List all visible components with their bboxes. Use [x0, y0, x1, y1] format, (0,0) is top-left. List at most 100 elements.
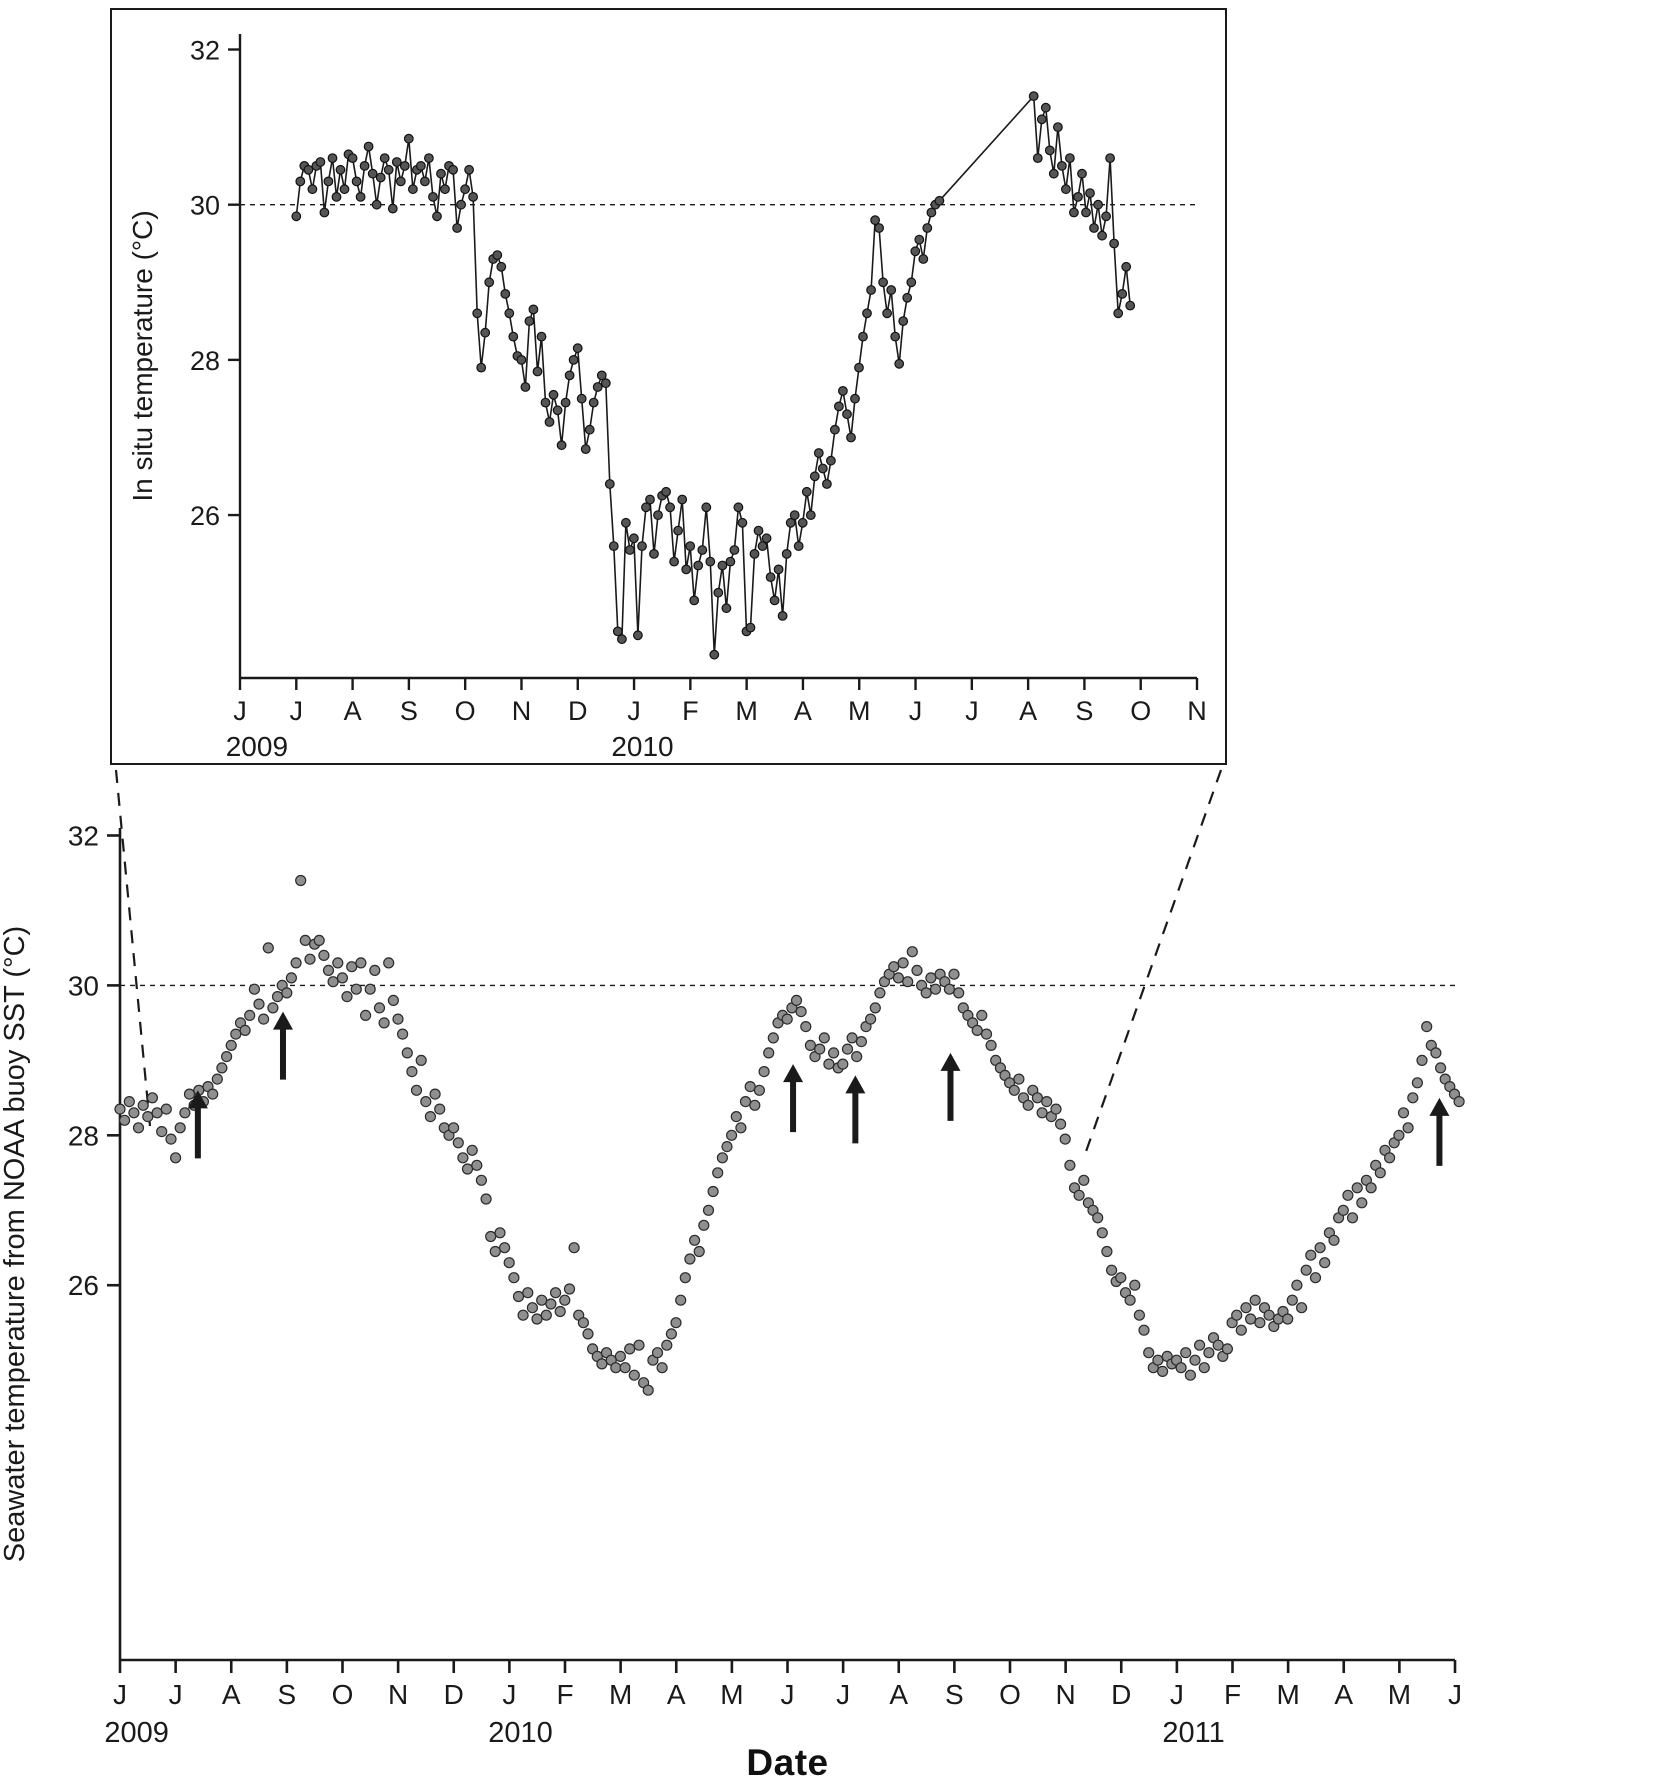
data-point: [1309, 1272, 1322, 1284]
data-point: [684, 1253, 696, 1265]
data-point: [785, 517, 796, 528]
data-point: [1351, 1182, 1363, 1194]
data-point: [866, 285, 876, 295]
data-point: [716, 1152, 729, 1164]
data-point: [281, 987, 293, 999]
data-point: [156, 1126, 168, 1138]
data-point: [790, 994, 803, 1006]
data-point: [1189, 1354, 1201, 1366]
x-tick-label: N: [1056, 1679, 1076, 1710]
data-point: [1365, 1182, 1377, 1194]
data-point: [1065, 153, 1075, 164]
data-point: [375, 172, 386, 183]
data-point: [809, 471, 820, 482]
data-point: [1096, 1227, 1108, 1239]
data-point: [410, 1084, 423, 1096]
data-point: [1053, 122, 1063, 132]
data-point: [295, 874, 307, 887]
data-point: [980, 1028, 993, 1040]
data-point: [327, 976, 339, 988]
data-point: [392, 1013, 404, 1025]
data-point: [600, 378, 611, 389]
data-point: [749, 1099, 761, 1111]
data-point: [1044, 145, 1055, 156]
data-point: [318, 949, 330, 961]
data-point: [383, 164, 394, 175]
data-point: [1421, 1021, 1433, 1033]
data-point: [1097, 230, 1107, 241]
data-point: [540, 397, 551, 408]
data-point: [403, 133, 414, 144]
data-point: [656, 1362, 668, 1374]
data-point: [347, 153, 358, 164]
data-point: [769, 595, 780, 606]
data-point: [1295, 1302, 1308, 1314]
data-point: [749, 549, 760, 559]
data-point: [1109, 238, 1119, 249]
data-point: [350, 983, 362, 995]
data-point: [1212, 1339, 1224, 1351]
data-point: [870, 215, 880, 226]
data-point: [846, 1032, 858, 1044]
data-point: [1407, 1092, 1419, 1104]
data-point: [725, 556, 736, 567]
data-point: [801, 486, 812, 497]
data-point: [1031, 1092, 1044, 1104]
data-point: [1125, 300, 1136, 311]
data-point: [397, 1028, 409, 1040]
x-tick-label: J: [627, 696, 641, 726]
x-tick-label: F: [682, 696, 699, 726]
gap-connector-line: [938, 95, 1035, 202]
x-tick-label: F: [1224, 1679, 1241, 1710]
data-point: [1008, 1084, 1020, 1096]
data-point: [440, 184, 450, 195]
data-point: [765, 572, 776, 582]
data-point: [1314, 1242, 1326, 1254]
data-point: [1393, 1129, 1405, 1141]
data-point: [424, 153, 434, 164]
data-point: [355, 191, 366, 202]
data-point: [894, 358, 905, 369]
data-point: [677, 494, 688, 505]
data-point: [874, 987, 886, 999]
data-point: [304, 953, 316, 965]
x-tick-label: J: [909, 696, 923, 726]
y-tick-label: 28: [190, 346, 220, 376]
data-point: [862, 308, 872, 319]
x-tick-label: O: [455, 696, 476, 726]
data-point: [1089, 223, 1099, 233]
data-point: [661, 486, 671, 497]
data-point: [563, 1283, 576, 1295]
data-point: [554, 1305, 566, 1318]
data-point: [1263, 1309, 1275, 1321]
data-point: [1453, 1096, 1465, 1108]
data-point: [641, 502, 651, 513]
data-point: [512, 1290, 525, 1303]
x-tick-label: S: [945, 1679, 964, 1710]
data-point: [484, 277, 495, 288]
data-point: [795, 1006, 807, 1018]
data-point: [528, 304, 539, 315]
data-point: [971, 1024, 983, 1036]
data-point: [336, 972, 348, 984]
data-point: [841, 1043, 854, 1055]
data-point: [315, 157, 326, 167]
data-point: [753, 525, 764, 536]
data-point: [146, 1092, 158, 1104]
data-point: [536, 331, 547, 342]
data-point: [1286, 1294, 1298, 1306]
data-point: [925, 972, 937, 984]
data-point: [391, 157, 402, 167]
data-point: [522, 1287, 534, 1299]
data-point: [781, 1013, 793, 1025]
y-tick-label: 30: [68, 970, 99, 1001]
data-point: [713, 587, 724, 598]
x-tick-label: J: [169, 1679, 183, 1710]
data-point: [1143, 1347, 1155, 1359]
data-point: [1342, 1189, 1354, 1201]
data-point: [610, 1362, 622, 1374]
data-point: [633, 1339, 645, 1351]
data-point: [717, 560, 728, 571]
data-point: [1402, 1122, 1414, 1134]
data-point: [531, 1313, 543, 1325]
